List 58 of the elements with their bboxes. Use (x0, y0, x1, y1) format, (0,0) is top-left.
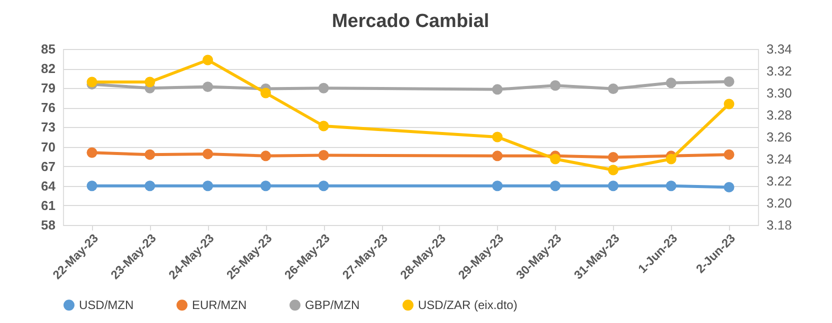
point (202, 180, 214, 192)
y2-tick-label: 3.22 (766, 174, 792, 188)
point (202, 54, 214, 66)
point (318, 120, 329, 132)
point (550, 80, 561, 91)
y-tick-label: 73 (41, 120, 56, 135)
point (550, 154, 561, 164)
y-tick-label: 70 (41, 139, 56, 154)
point (724, 149, 734, 160)
point (492, 150, 503, 162)
point (608, 164, 618, 176)
point (608, 180, 618, 192)
y2-tick-label: 3.34 (766, 42, 792, 56)
y2-tick-label: 3.18 (766, 218, 792, 232)
point (724, 76, 734, 87)
point (608, 152, 618, 162)
point (666, 78, 676, 88)
y2-tick-label: 3.32 (766, 64, 792, 78)
point (260, 88, 271, 98)
point (318, 150, 329, 160)
legend-label: GBP/MZN (305, 298, 360, 312)
point (666, 154, 676, 164)
point (318, 180, 329, 192)
y-tick-label: 58 (41, 218, 56, 232)
point (86, 180, 98, 192)
point (724, 182, 734, 192)
y-tick-label: 85 (41, 42, 56, 56)
chart-title: Mercado Cambial (332, 11, 490, 32)
y-tick-label: 67 (41, 158, 56, 174)
point (260, 150, 271, 162)
point (492, 84, 503, 95)
point (318, 82, 329, 94)
point (202, 82, 214, 92)
point (724, 98, 734, 110)
y-tick-label: 64 (41, 178, 56, 194)
legend-label: EUR/MZN (192, 298, 247, 312)
y2-tick-label: 3.20 (766, 196, 792, 210)
y-tick-label: 82 (41, 61, 56, 76)
point (260, 180, 271, 192)
point (144, 149, 156, 160)
legend-label: USD/ZAR (eix.dto) (418, 298, 518, 312)
point (666, 180, 676, 192)
point (144, 76, 156, 88)
point (492, 132, 503, 142)
y2-tick-label: 3.30 (766, 86, 792, 100)
y-tick-label: 79 (41, 80, 56, 96)
y2-tick-label: 3.24 (766, 152, 792, 166)
point (202, 148, 214, 160)
y2-tick-label: 3.26 (766, 130, 792, 144)
y-tick-label: 61 (41, 198, 56, 213)
point (144, 180, 156, 192)
point (608, 84, 618, 94)
point (492, 180, 503, 192)
point (86, 147, 98, 158)
y2-tick-label: 3.28 (766, 108, 792, 122)
y-tick-label: 76 (41, 100, 56, 116)
legend-label: USD/MZN (79, 298, 134, 312)
point (550, 180, 561, 192)
